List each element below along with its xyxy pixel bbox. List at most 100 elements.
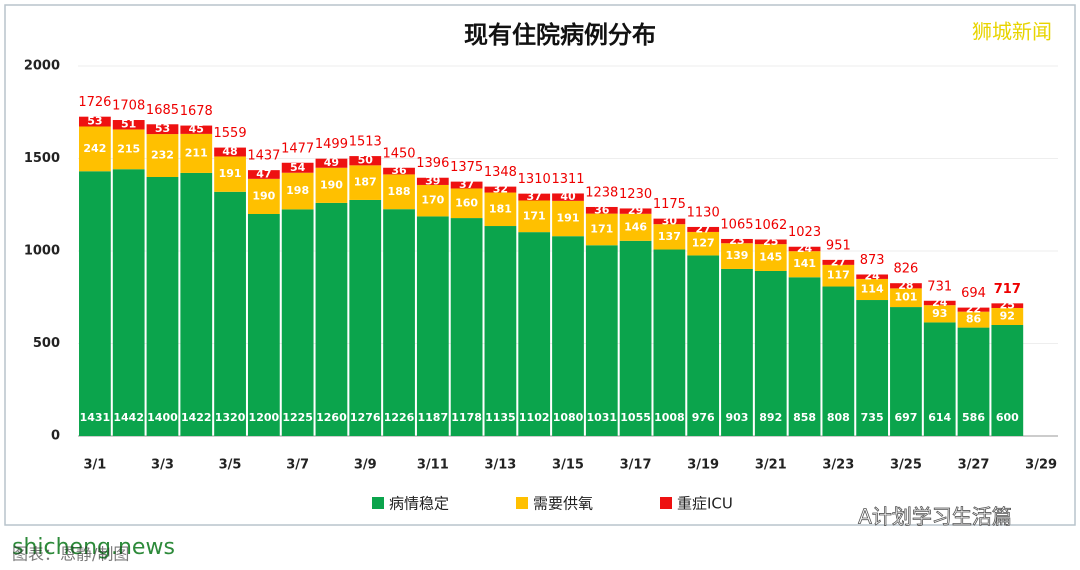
bar-segment: [552, 193, 584, 201]
value-label: 141: [793, 257, 816, 270]
value-label: 242: [83, 142, 106, 155]
bar-segment: [552, 236, 584, 436]
x-tick-label: 3/5: [219, 458, 242, 473]
bar-segment: [315, 167, 348, 203]
value-label: 27: [831, 255, 846, 268]
value-label: 36: [594, 203, 610, 216]
value-label: 1400: [147, 411, 178, 424]
legend-label: 重症ICU: [677, 495, 733, 513]
value-label: 215: [117, 142, 140, 155]
value-label: 48: [222, 145, 237, 158]
value-label: 586: [962, 411, 985, 424]
total-label: 731: [927, 279, 952, 294]
value-label: 190: [252, 189, 275, 202]
bar-segment: [788, 277, 821, 436]
value-label: 171: [590, 222, 613, 235]
bar-segment: [788, 251, 821, 278]
legend-swatch: [372, 497, 384, 509]
bar-segment: [890, 307, 922, 436]
total-label: 1311: [551, 172, 584, 187]
total-label: 1726: [78, 95, 111, 110]
value-label: 191: [219, 167, 242, 180]
bar-segment: [754, 239, 787, 245]
value-label: 50: [358, 154, 374, 167]
bar-segment: [957, 327, 990, 436]
value-label: 39: [425, 174, 440, 187]
bar-segment: [518, 200, 551, 233]
legend-swatch: [660, 497, 672, 509]
bar-segment: [687, 255, 720, 436]
bar-segment: [214, 147, 246, 157]
bar-segment: [619, 208, 652, 214]
total-label: 1375: [450, 160, 483, 175]
x-tick-label: 3/21: [755, 458, 787, 473]
value-label: 614: [928, 411, 951, 424]
bar-segment: [112, 129, 145, 170]
value-label: 170: [421, 194, 444, 207]
value-label: 1226: [384, 411, 415, 424]
value-label: 191: [557, 212, 580, 225]
bar-segment: [315, 158, 348, 168]
value-label: 27: [696, 222, 711, 235]
bar-segment: [923, 300, 956, 306]
value-label: 51: [121, 118, 136, 131]
total-label: 951: [826, 238, 851, 253]
bar-segment: [653, 224, 686, 250]
value-label: 1431: [80, 411, 111, 424]
bar-segment: [619, 213, 652, 241]
value-label: 23: [729, 234, 744, 247]
watermark: 狮城新闻: [972, 20, 1052, 44]
bar-segment: [856, 274, 889, 279]
bar-segment: [146, 124, 179, 135]
value-label: 32: [493, 183, 508, 196]
bar-segment: [79, 116, 111, 127]
value-label: 139: [725, 249, 748, 262]
value-label: 1187: [418, 411, 449, 424]
value-label: 49: [324, 156, 339, 169]
value-label: 37: [527, 190, 542, 203]
wechat-mark: A计划学习生活篇: [858, 505, 1012, 529]
total-label: 1238: [585, 185, 618, 200]
bar-segment: [281, 162, 314, 173]
value-label: 1135: [485, 411, 516, 424]
bar-segment: [585, 213, 618, 246]
value-label: 600: [996, 411, 1019, 424]
legend-swatch: [516, 497, 528, 509]
bar-segment: [890, 283, 922, 289]
value-label: 47: [256, 168, 271, 181]
bar-segment: [281, 209, 314, 436]
value-label: 24: [864, 270, 880, 283]
x-tick-label: 3/19: [687, 458, 719, 473]
bar-segment: [923, 305, 956, 323]
bar-segment: [146, 177, 179, 436]
value-label: 1055: [620, 411, 651, 424]
x-tick-label: 3/25: [890, 458, 922, 473]
x-tick-label: 3/3: [151, 458, 174, 473]
x-tick-label: 3/27: [958, 458, 990, 473]
total-label: 1062: [754, 218, 787, 233]
total-label: 1477: [281, 141, 314, 156]
value-label: 697: [894, 411, 917, 424]
value-label: 232: [151, 149, 174, 162]
value-label: 211: [185, 146, 208, 159]
legend-label: 需要供氧: [533, 495, 593, 513]
bar-segment: [112, 120, 145, 130]
value-label: 36: [391, 164, 407, 177]
total-label: 1065: [720, 217, 753, 232]
value-label: 22: [966, 303, 981, 316]
value-label: 145: [759, 251, 782, 264]
bar-segment: [349, 156, 382, 166]
y-tick-label: 1500: [24, 151, 60, 166]
value-label: 127: [692, 237, 715, 250]
bar-segment: [383, 174, 415, 210]
value-label: 1200: [249, 411, 280, 424]
total-label: 1310: [518, 172, 551, 187]
value-label: 29: [628, 204, 643, 217]
bar-segment: [721, 243, 753, 269]
value-label: 198: [286, 184, 309, 197]
bar-segment: [923, 322, 956, 436]
bar-segment: [518, 193, 551, 201]
value-label: 137: [658, 230, 681, 243]
x-tick-label: 3/7: [286, 458, 309, 473]
total-label: 1708: [112, 99, 145, 114]
